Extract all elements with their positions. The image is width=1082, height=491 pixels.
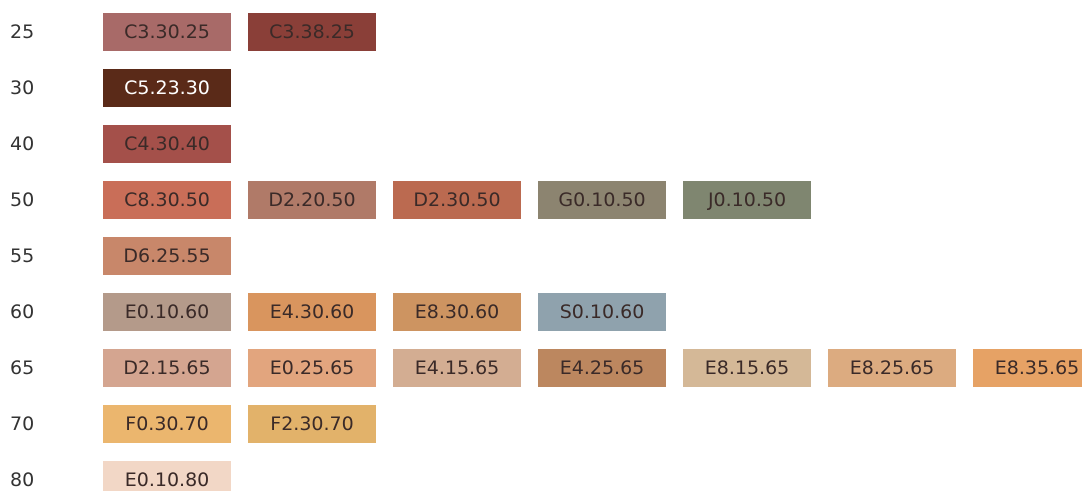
row-label: 80: [10, 469, 35, 491]
color-swatch: E0.10.80: [103, 461, 231, 491]
color-swatch: D2.30.50: [393, 181, 521, 219]
color-swatch: F0.30.70: [103, 405, 231, 443]
color-swatch: C8.30.50: [103, 181, 231, 219]
row-label: 60: [10, 301, 35, 323]
color-swatch: E8.25.65: [828, 349, 956, 387]
color-swatch: C3.30.25: [103, 13, 231, 51]
color-swatch: E4.25.65: [538, 349, 666, 387]
row-label: 30: [10, 77, 35, 99]
row-label: 25: [10, 21, 35, 43]
row-label: 70: [10, 413, 35, 435]
color-swatch: G0.10.50: [538, 181, 666, 219]
color-swatch: E0.25.65: [248, 349, 376, 387]
color-swatch: E8.15.65: [683, 349, 811, 387]
color-swatch: E0.10.60: [103, 293, 231, 331]
row-label: 50: [10, 189, 35, 211]
color-swatch: D2.15.65: [103, 349, 231, 387]
row-label: 65: [10, 357, 35, 379]
color-swatch: E4.15.65: [393, 349, 521, 387]
color-swatch: S0.10.60: [538, 293, 666, 331]
row-label: 40: [10, 133, 35, 155]
color-swatch: F2.30.70: [248, 405, 376, 443]
color-swatch: C4.30.40: [103, 125, 231, 163]
color-swatch: D6.25.55: [103, 237, 231, 275]
color-swatch: E4.30.60: [248, 293, 376, 331]
row-label: 55: [10, 245, 35, 267]
color-swatch: E8.35.65: [973, 349, 1082, 387]
color-swatch: C5.23.30: [103, 69, 231, 107]
color-swatch: C3.38.25: [248, 13, 376, 51]
color-swatch: J0.10.50: [683, 181, 811, 219]
color-swatch: E8.30.60: [393, 293, 521, 331]
color-swatch: D2.20.50: [248, 181, 376, 219]
